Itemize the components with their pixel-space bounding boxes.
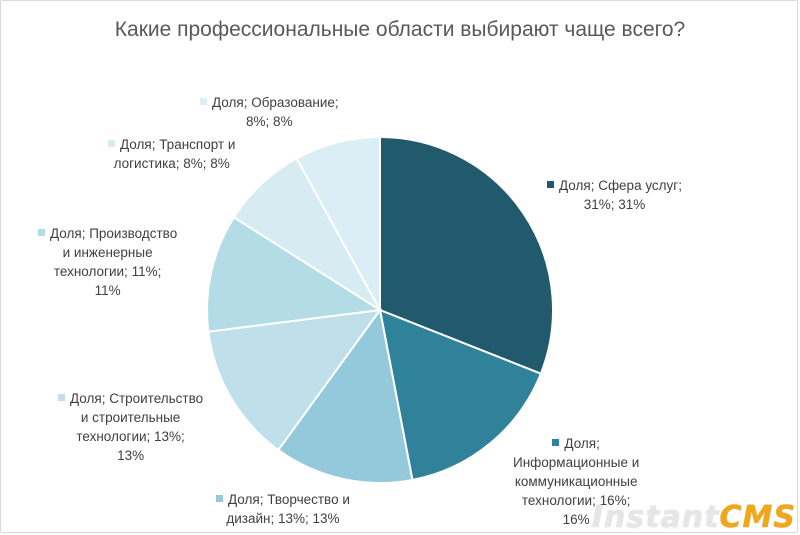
data-label: Доля; Производство и инженерные технологии… bbox=[38, 224, 177, 300]
data-label-line: коммуникационные bbox=[514, 474, 638, 489]
pie-slice bbox=[276, 307, 414, 484]
legend-swatch bbox=[552, 439, 560, 446]
data-label-line: Доля; Образование; bbox=[200, 93, 339, 112]
data-label-line: 11% bbox=[94, 283, 121, 298]
legend-swatch bbox=[547, 181, 554, 188]
legend-swatch bbox=[200, 98, 207, 105]
pie-slice bbox=[207, 308, 383, 452]
data-label-line: технологии; 13%; bbox=[76, 429, 185, 444]
data-label-line: Информационные и bbox=[513, 455, 640, 470]
data-label-line: 13% bbox=[117, 448, 145, 463]
pie-slice bbox=[379, 135, 554, 375]
data-label-line: 31%; 31% bbox=[583, 197, 646, 212]
data-label: Доля; Информационные и коммуникационные тех… bbox=[513, 434, 639, 529]
data-label-line: логистика; 8%; 8% bbox=[113, 156, 230, 171]
legend-swatch bbox=[108, 140, 115, 147]
data-label-line: и строительные bbox=[80, 410, 181, 425]
data-label-line: 16% bbox=[562, 512, 590, 527]
data-label: Доля; Образование; 8%; 8% bbox=[200, 93, 339, 131]
data-label-line: и инженерные bbox=[62, 245, 153, 260]
watermark-logo: InstantCMS bbox=[591, 500, 796, 535]
data-label-line: 8%; 8% bbox=[246, 114, 293, 129]
pie-slice bbox=[295, 135, 381, 311]
data-label-line: технологии; 11%; bbox=[53, 264, 162, 279]
legend-swatch bbox=[58, 394, 65, 401]
data-label-line: дизайн; 13%; 13% bbox=[226, 511, 340, 526]
pie-slice bbox=[378, 308, 543, 482]
data-label-line: Доля; Сфера услуг; bbox=[547, 176, 682, 195]
data-label-line: Доля; Строительство bbox=[58, 389, 203, 408]
data-label: Доля; Творчество и дизайн; 13%; 13% bbox=[216, 490, 350, 528]
chart-title: Какие профессиональные области выбирают … bbox=[114, 18, 686, 41]
data-label-line: технологии; 16%; bbox=[521, 493, 631, 508]
pie-slice bbox=[206, 215, 383, 333]
legend-swatch bbox=[216, 495, 223, 502]
data-label: Доля; Транспорт и логистика; 8%; 8% bbox=[108, 135, 235, 173]
data-label-line: Доля; Транспорт и bbox=[108, 135, 235, 154]
data-label: Доля; Строительство и строительные техноло… bbox=[58, 389, 203, 465]
data-label: Доля; Сфера услуг; 31%; 31% bbox=[547, 176, 682, 214]
data-label-line: Доля; Творчество и bbox=[216, 490, 350, 509]
data-label-line: Доля; bbox=[513, 434, 639, 453]
legend-swatch bbox=[38, 229, 45, 236]
data-label-line: Доля; Производство bbox=[38, 224, 177, 243]
